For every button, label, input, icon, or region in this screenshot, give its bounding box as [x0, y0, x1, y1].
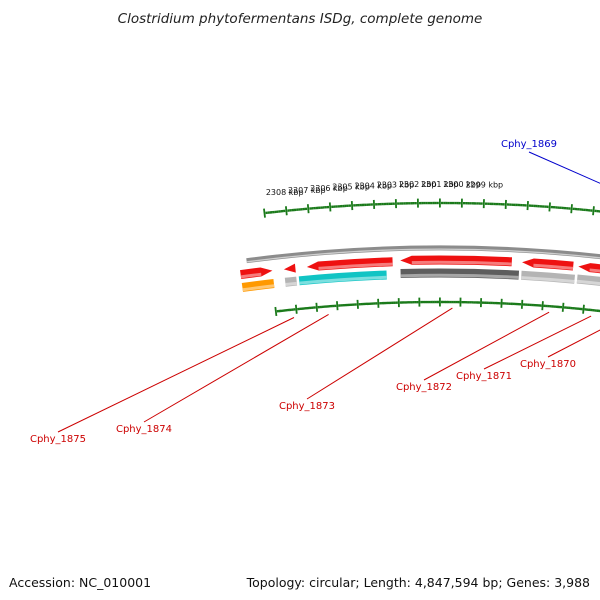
inner-major-tick [356, 299, 359, 309]
kbp-label: 2306 kbp [310, 184, 348, 193]
kbp-label: 2300 kbp [443, 180, 481, 189]
gene-features [240, 255, 600, 292]
gene-gray-1875-shade [285, 281, 298, 287]
kbp-label: 2299 kbp [465, 181, 503, 190]
genome-backbone-highlight [246, 248, 600, 263]
gene-label: Cphy_1870 [520, 359, 576, 370]
gene-labels: Cphy_1875 Cphy_1874 Cphy_1873 Cphy_1872 Cphy… [30, 139, 576, 445]
outer-major-tick [592, 206, 595, 216]
accession-text: Accession: NC_010001 [9, 575, 152, 590]
outer-major-tick [548, 202, 551, 212]
gene-gray-1871-shade [576, 279, 600, 286]
kbp-label: 2304 kbp [354, 181, 392, 190]
outer-major-tick [350, 200, 354, 211]
gene-label: Cphy_1873 [279, 401, 335, 412]
kbp-label: 2301 kbp [421, 180, 459, 189]
inner-tick-track [274, 297, 600, 317]
callout-line [528, 151, 600, 184]
inner-major-tick [315, 302, 319, 312]
map-title: Clostridium phytofermentans ISDg, comple… [118, 11, 483, 27]
gene-label: Cphy_1871 [456, 371, 512, 382]
callout-line [57, 317, 295, 433]
outer-tick-track [263, 198, 600, 218]
gene-dark-gray-shade [400, 273, 519, 279]
outer-major-tick [526, 200, 529, 211]
outer-major-tick [328, 202, 332, 212]
callout-line [483, 315, 592, 370]
gene-label: Cphy_1874 [116, 424, 172, 435]
gene-label: Cphy_1875 [30, 434, 86, 445]
kbp-label: 2303 kbp [377, 181, 415, 190]
kbp-label: 2302 kbp [399, 180, 437, 189]
gene-cphy-1872-shade [533, 263, 574, 270]
gene-cphy-1874-shade [318, 262, 393, 270]
gene-gray-1872-shade [521, 276, 575, 284]
kbp-label: 2305 kbp [332, 183, 370, 192]
callout-line [547, 329, 600, 358]
callout-line [423, 311, 550, 381]
outer-major-tick [306, 204, 310, 214]
gene-cyan-shade [299, 275, 387, 285]
topology-text: Topology: circular; Length: 4,847,594 bp… [246, 575, 590, 590]
outer-major-tick [284, 206, 288, 216]
inner-major-tick [294, 304, 298, 314]
inner-major-tick [274, 306, 278, 317]
inner-major-tick [561, 302, 565, 312]
gene-cphy-1875-red [283, 263, 296, 273]
gene-callout-lines [57, 151, 600, 433]
gene-cphy-1871 [578, 263, 600, 274]
gene-left-red-shade [240, 272, 262, 279]
inner-major-tick [520, 299, 524, 309]
outer-major-tick [570, 204, 573, 214]
callout-line [143, 313, 329, 423]
gene-cphy-1871-shade [589, 268, 600, 273]
callout-line [306, 307, 453, 400]
kbp-label: 2308 kbp [266, 188, 304, 197]
genome-backbone [246, 245, 600, 264]
inner-major-tick [582, 304, 585, 314]
gene-cphy-1873-shade [411, 260, 512, 266]
inner-major-tick [336, 301, 339, 311]
gene-left-orange-shade [242, 284, 275, 292]
gene-label: Cphy_1872 [396, 382, 452, 393]
kbp-label: 2307 kbp [288, 186, 326, 195]
outer-major-tick [263, 208, 266, 218]
inner-major-tick [541, 301, 544, 311]
gene-label: Cphy_1869 [501, 139, 557, 150]
